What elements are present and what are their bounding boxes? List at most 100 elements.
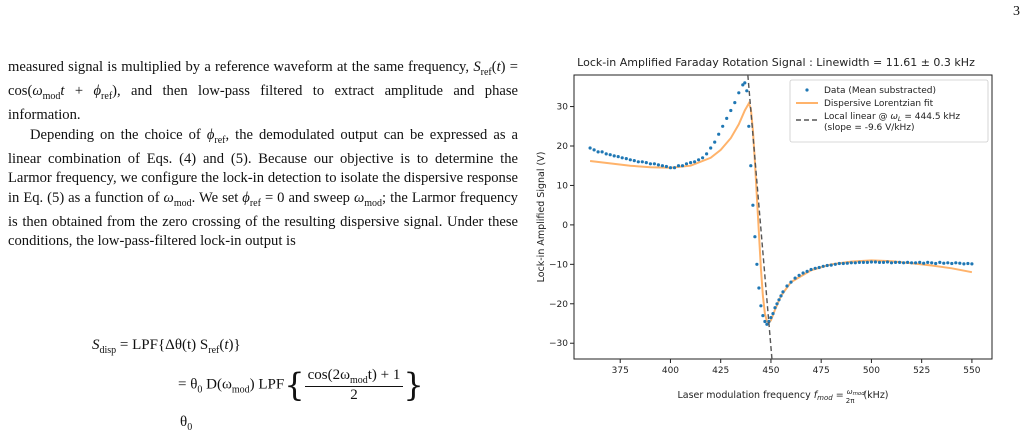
data-point (620, 156, 624, 160)
data-point (697, 158, 701, 162)
data-point (656, 163, 660, 167)
legend-entry-fit: Dispersive Lorentzian fit (824, 99, 934, 109)
data-point (910, 261, 914, 265)
x-tick-label: 550 (963, 366, 980, 376)
data-point (588, 146, 592, 150)
legend-entry-linear: Local linear @ ωL = 444.5 kHz (824, 112, 960, 123)
data-point (841, 261, 845, 266)
data-point (906, 260, 910, 264)
data-point (689, 161, 693, 165)
plot-frame (573, 74, 993, 360)
data-point (757, 286, 761, 290)
legend-entry-data: Data (Mean substracted) (824, 86, 936, 96)
y-tick-label: 20 (557, 142, 569, 152)
legend-entry-slope: (slope = -9.6 V/kHz) (824, 123, 915, 133)
data-point (898, 260, 902, 264)
data-point (922, 261, 926, 265)
x-tick-label: 425 (712, 366, 729, 376)
data-point (628, 158, 632, 162)
data-point (759, 304, 763, 308)
data-point (817, 265, 821, 270)
data-point (668, 166, 673, 170)
y-tick-label: −10 (549, 260, 568, 270)
data-point (966, 261, 970, 266)
y-tick-label: −20 (549, 300, 568, 310)
x-tick-label: 475 (813, 366, 830, 376)
data-point (950, 261, 954, 266)
data-point (705, 152, 709, 156)
data-point (743, 81, 747, 85)
data-point (775, 302, 779, 306)
data-point (684, 162, 689, 166)
x-tick-label: 450 (762, 366, 779, 376)
data-point (853, 261, 857, 265)
faraday-rotation-chart: Lock-in Amplified Faraday Rotation Signa… (536, 56, 993, 405)
data-point (745, 89, 749, 93)
data-point (763, 319, 767, 324)
data-point (672, 166, 677, 170)
data-point (773, 306, 777, 310)
data-point (747, 124, 751, 128)
data-point (737, 91, 741, 95)
data-point (713, 140, 717, 144)
data-point (797, 273, 801, 277)
y-tick-label: −30 (549, 339, 568, 349)
equation-line-3-partial: θ0 (180, 414, 193, 433)
data-point (648, 162, 652, 166)
x-axis: 375 400 425 450 475 500 525 550 (612, 359, 981, 376)
data-point (640, 160, 644, 164)
data-point (721, 124, 725, 128)
data-point (709, 146, 713, 150)
data-point (729, 108, 733, 113)
data-point (612, 154, 616, 158)
chart-title: Lock-in Amplified Faraday Rotation Signa… (577, 56, 975, 69)
data-point (934, 261, 938, 266)
x-tick-label: 525 (913, 366, 930, 376)
legend-data-marker (805, 88, 809, 92)
y-axis-label: Lock-in Amplified Signal (V) (536, 152, 547, 283)
data-point (616, 155, 620, 159)
data-point (717, 132, 721, 136)
legend: Data (Mean substracted) Dispersive Loren… (789, 79, 989, 143)
data-point (801, 271, 805, 275)
data-point (771, 312, 775, 316)
data-point (869, 260, 873, 264)
data-point (644, 161, 648, 165)
data-point (902, 261, 906, 265)
data-point (680, 164, 685, 168)
local-linear-line (747, 74, 773, 360)
data-point (954, 261, 958, 265)
data-point (885, 260, 890, 264)
data-point (805, 269, 809, 273)
data-point (938, 260, 942, 264)
data-point (849, 261, 853, 265)
x-tick-label: 400 (662, 366, 679, 376)
data-point (962, 262, 966, 266)
data-point (825, 263, 829, 268)
data-point (829, 263, 833, 267)
data-point (725, 116, 729, 120)
data-point (785, 284, 789, 288)
data-point (755, 262, 759, 266)
data-point (873, 260, 877, 264)
x-tick-label: 500 (863, 366, 880, 376)
data-point (926, 260, 930, 264)
data-point (749, 164, 753, 168)
data-point (789, 280, 793, 284)
data-point (930, 261, 934, 265)
data-point (861, 260, 865, 264)
data-point (781, 290, 785, 294)
data-point (624, 157, 628, 161)
data-point (889, 261, 894, 265)
data-point (837, 261, 841, 266)
equation-line-1: Sdisp = LPF{Δθ(t) Sref(t)} (92, 337, 241, 356)
body-text: measured signal is multiplied by a refer… (8, 58, 518, 251)
data-point (652, 162, 656, 166)
data-point (632, 159, 636, 163)
page-number: 3 (1013, 4, 1020, 19)
data-point (813, 266, 817, 270)
x-tick-label: 375 (612, 366, 629, 376)
data-point (821, 264, 825, 268)
data-point (741, 83, 745, 87)
data-point (676, 164, 681, 168)
